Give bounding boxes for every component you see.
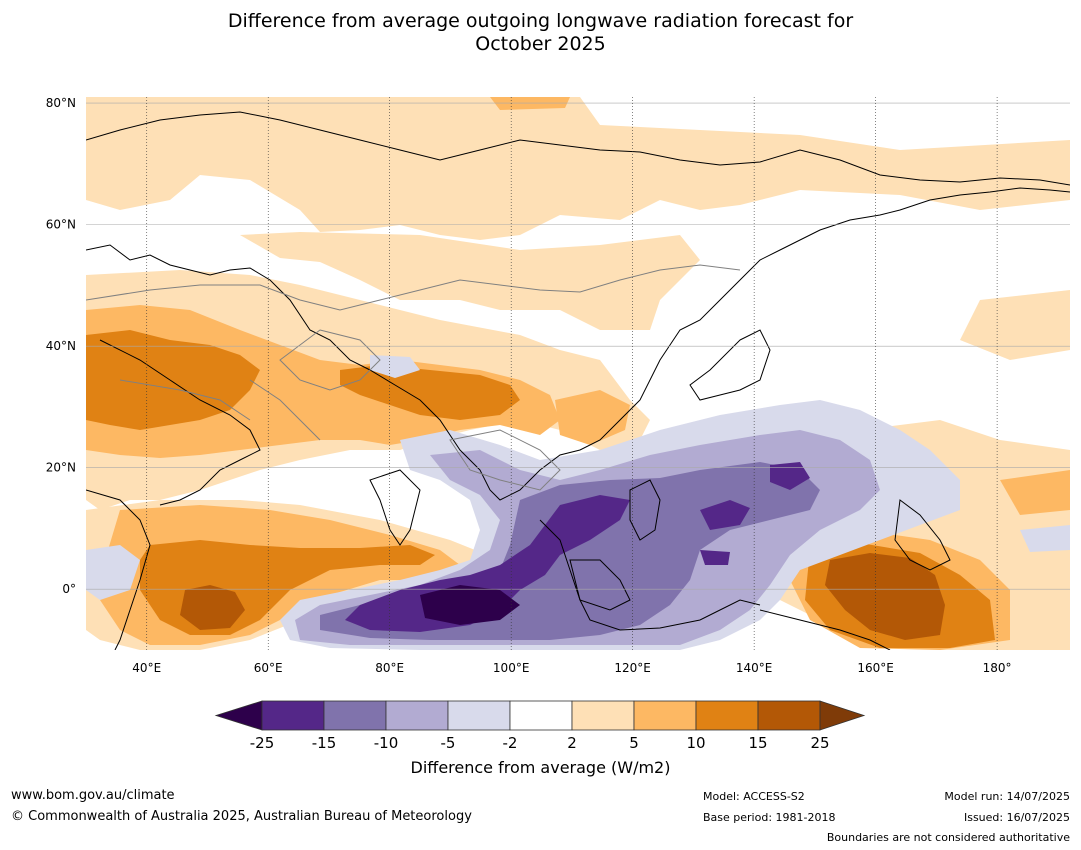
colorbar-block xyxy=(261,700,325,731)
country-borders xyxy=(86,264,741,491)
lat-tick-label: 20°N xyxy=(46,461,76,475)
colorbar-tick-label: -25 xyxy=(250,734,275,752)
lon-tick-label: 120°E xyxy=(614,661,651,675)
lat-tick-label: 40°N xyxy=(46,339,76,353)
anomaly-map: 80°N 60°N 40°N 20°N 0° 40°E 60°E 80°E 100°E 120°… xyxy=(46,96,1070,675)
model-run-text: Model run: 14/07/2025 xyxy=(944,790,1070,803)
anomaly-below-minus25 xyxy=(420,585,520,625)
disclaimer-text: Boundaries are not considered authoritat… xyxy=(826,831,1070,844)
issued-text: Issued: 16/07/2025 xyxy=(963,811,1070,824)
anomaly-15-to-25 xyxy=(180,553,945,640)
colorbar-block xyxy=(695,700,759,731)
gridlines xyxy=(86,97,1070,650)
copyright-text: © Commonwealth of Australia 2025, Austra… xyxy=(11,809,472,824)
lon-tick-label: 60°E xyxy=(254,661,283,675)
lon-tick-label: 80°E xyxy=(375,661,404,675)
colorbar-block xyxy=(323,700,387,731)
colorbar-tick-label: 10 xyxy=(686,734,705,752)
lat-tick-label: 0° xyxy=(62,582,76,596)
chart-title: Difference from average outgoing longwav… xyxy=(0,10,1081,56)
title-line-1: Difference from average outgoing longwav… xyxy=(227,10,854,32)
colorbar-block xyxy=(509,700,573,731)
lon-tick-label: 180° xyxy=(983,661,1012,675)
colorbar-tick-labels: -25 -15 -10 -5 -2 2 5 10 15 25 xyxy=(250,734,830,752)
colorbar-extend-low xyxy=(214,700,263,731)
colorbar-tick-label: 5 xyxy=(629,734,639,752)
lat-tick-label: 60°N xyxy=(46,218,76,232)
colorbar-blocks xyxy=(214,700,866,731)
model-text: Model: ACCESS-S2 xyxy=(703,790,805,803)
colorbar-label: Difference from average (W/m2) xyxy=(410,758,671,777)
lon-tick-label: 40°E xyxy=(132,661,161,675)
lat-tick-label: 80°N xyxy=(46,96,76,110)
lon-tick-label: 160°E xyxy=(857,661,894,675)
lon-tick-label: 100°E xyxy=(493,661,530,675)
lon-tick-labels: 40°E 60°E 80°E 100°E 120°E 140°E 160°E 180° xyxy=(132,661,1011,675)
colorbar-tick-label: 2 xyxy=(567,734,577,752)
colorbar-tick-label: 15 xyxy=(748,734,767,752)
colorbar-tick-label: -5 xyxy=(441,734,456,752)
website-link[interactable]: www.bom.gov.au/climate xyxy=(11,788,175,803)
colorbar-extend-high xyxy=(819,700,866,731)
colorbar-block xyxy=(633,700,697,731)
colorbar-block xyxy=(757,700,821,731)
colorbar-block xyxy=(385,700,449,731)
colorbar: -25 -15 -10 -5 -2 2 5 10 15 25 xyxy=(214,700,866,752)
colorbar-tick-label: -2 xyxy=(503,734,518,752)
colorbar-tick-label: 25 xyxy=(810,734,829,752)
title-line-2: October 2025 xyxy=(475,33,606,55)
colorbar-block xyxy=(571,700,635,731)
lon-tick-label: 140°E xyxy=(736,661,773,675)
colorbar-tick-label: -15 xyxy=(312,734,337,752)
base-period-text: Base period: 1981-2018 xyxy=(703,811,836,824)
colorbar-block xyxy=(447,700,511,731)
coastlines xyxy=(86,111,1070,650)
anomaly-minus25-to-minus15 xyxy=(345,462,810,632)
lat-tick-labels: 80°N 60°N 40°N 20°N 0° xyxy=(46,96,76,596)
colorbar-tick-label: -10 xyxy=(374,734,399,752)
